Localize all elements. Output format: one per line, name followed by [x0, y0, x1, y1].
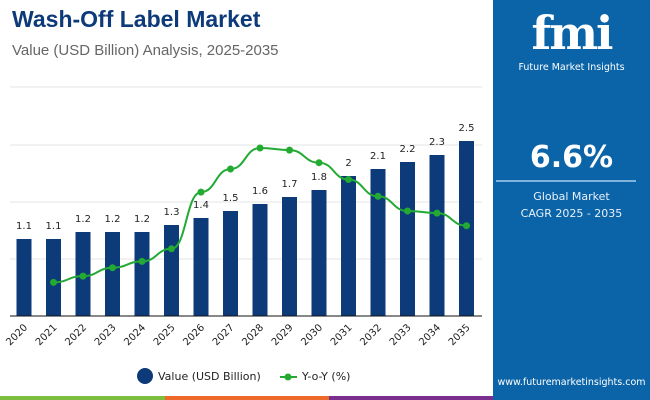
data-label: 2.1 — [370, 151, 386, 162]
yoy-point — [256, 144, 264, 152]
chart-subtitle: Value (USD Billion) Analysis, 2025-2035 — [12, 42, 279, 59]
x-tick-label: 2028 — [240, 322, 266, 348]
x-tick-label: 2027 — [211, 322, 237, 348]
legend-line-marker — [284, 373, 292, 381]
side-panel: fmi Future Market Insights 6.6% Global M… — [493, 0, 650, 400]
cagr-period: CAGR 2025 - 2035 — [520, 207, 623, 220]
data-label: 1.7 — [282, 179, 298, 190]
legend-line-label: Y-o-Y (%) — [301, 370, 350, 383]
data-label: 1.2 — [105, 214, 121, 225]
data-label: 1.8 — [311, 172, 327, 183]
data-label: 1.6 — [252, 186, 268, 197]
bar — [311, 190, 327, 316]
x-tick-label: 2021 — [34, 322, 60, 348]
cagr-label: Global Market — [533, 190, 610, 203]
data-label: 2.2 — [400, 144, 416, 155]
yoy-point — [227, 165, 234, 173]
yoy-point — [374, 192, 382, 200]
data-label: 1.5 — [223, 193, 239, 204]
x-tick-label: 2026 — [181, 322, 207, 348]
bar — [341, 176, 356, 316]
x-tick-label: 2029 — [270, 322, 296, 348]
yoy-point — [138, 257, 146, 265]
divider — [496, 180, 636, 182]
data-label: 2 — [345, 158, 351, 169]
yoy-point — [168, 245, 175, 253]
data-label: 1.3 — [164, 207, 180, 218]
x-tick-label: 2033 — [388, 322, 414, 348]
data-label: 1.2 — [134, 214, 150, 225]
x-tick-label: 2032 — [358, 322, 384, 348]
chart: 1.1 2020 1.1 2021 1.2 2022 1.2 2023 1.2 2024 1.3 20… — [4, 86, 482, 384]
fmi-logo: fmi — [531, 6, 614, 60]
data-label: 1.1 — [46, 221, 62, 232]
x-tick-label: 2030 — [299, 322, 325, 348]
bar — [429, 155, 445, 316]
bar — [282, 197, 297, 316]
logo-text: Future Market Insights — [518, 62, 625, 73]
yoy-point — [433, 209, 441, 217]
bar — [252, 204, 268, 316]
yoy-point — [345, 176, 352, 183]
yoy-point — [286, 146, 293, 154]
yoy-point — [315, 159, 323, 167]
yoy-point — [463, 222, 470, 230]
yoy-point — [404, 207, 411, 215]
stripe-green — [0, 396, 165, 400]
yoy-point — [79, 272, 87, 280]
yoy-point — [109, 264, 116, 272]
bar — [370, 169, 386, 316]
x-tick-label: 2024 — [122, 322, 148, 348]
bar — [105, 232, 120, 316]
x-tick-label: 2034 — [417, 322, 443, 348]
yoy-point — [197, 188, 205, 196]
stripe-orange — [165, 396, 329, 400]
data-label: 2.3 — [429, 137, 445, 148]
stripe-purple — [329, 396, 493, 400]
cagr-value: 6.6% — [529, 140, 614, 175]
bar — [134, 232, 150, 316]
x-tick-label: 2023 — [93, 322, 119, 348]
x-tick-label: 2035 — [447, 322, 473, 348]
data-label: 2.5 — [459, 123, 475, 134]
x-tick-label: 2020 — [4, 322, 30, 348]
bar — [223, 211, 238, 316]
legend-bar-label: Value (USD Billion) — [158, 370, 261, 383]
yoy-point — [50, 278, 57, 286]
legend-bar-swatch — [137, 368, 153, 384]
data-label: 1.4 — [193, 200, 209, 211]
data-label: 1.1 — [16, 221, 32, 232]
chart-title: Wash-Off Label Market — [12, 6, 261, 32]
bar — [400, 162, 415, 316]
bar — [164, 225, 179, 316]
x-tick-label: 2022 — [63, 322, 89, 348]
bar — [193, 218, 209, 316]
x-tick-label: 2025 — [152, 322, 178, 348]
x-tick-label: 2031 — [329, 322, 355, 348]
bar — [46, 239, 61, 316]
data-label: 1.2 — [75, 214, 91, 225]
website-link[interactable]: www.futuremarketinsights.com — [497, 377, 646, 388]
bar — [16, 239, 32, 316]
